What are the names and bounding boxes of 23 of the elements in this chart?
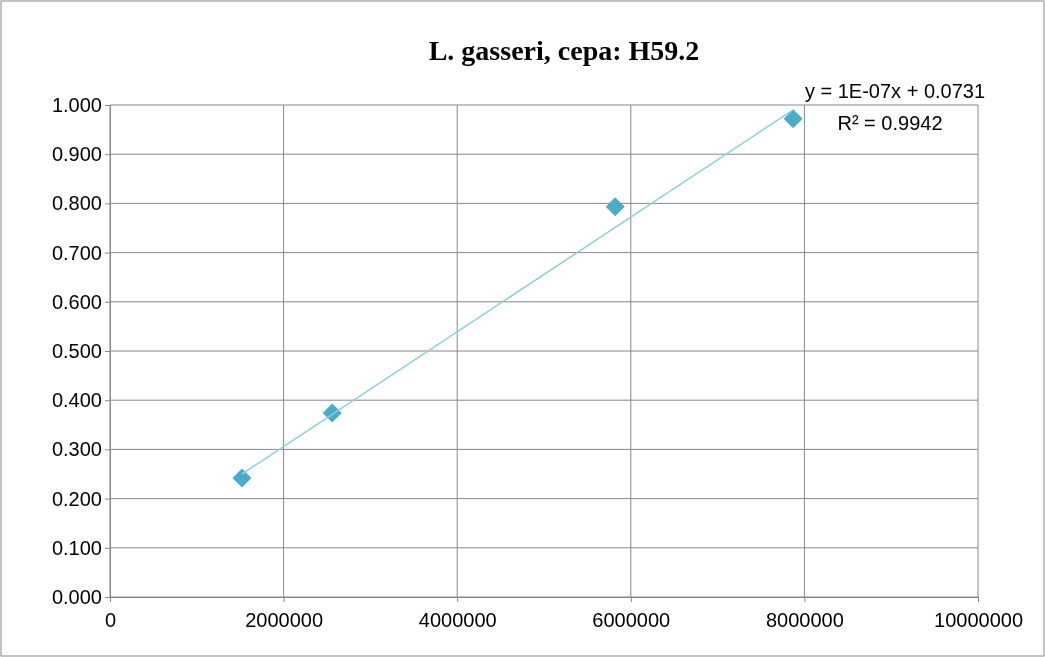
y-tick-label: 1.000 <box>51 93 102 116</box>
x-tick-label: 4000000 <box>418 609 497 631</box>
y-tick-label: 0.900 <box>51 143 102 166</box>
x-tick-label: 6000000 <box>592 609 671 631</box>
y-tick-label: 0.500 <box>51 339 102 362</box>
x-tick-label: 10000000 <box>934 609 1023 631</box>
point <box>605 197 625 217</box>
y-tick-label: 0.400 <box>51 389 102 412</box>
point <box>783 109 803 129</box>
x-tick-label: 0 <box>104 609 117 631</box>
x-tick-label: 2000000 <box>245 609 324 631</box>
y-tick-label: 0.000 <box>51 585 102 608</box>
y-tick-label: 0.300 <box>51 438 102 461</box>
y-tick-label: 0.700 <box>51 241 102 264</box>
chart-title: L. gasseri, cepa: H59.2 <box>428 35 700 66</box>
text: y = 1E-07x + 0.0731 <box>804 80 986 102</box>
y-tick-label: 0.800 <box>51 192 102 215</box>
x-tick-label: 8000000 <box>765 609 844 631</box>
y-tick-label: 0.200 <box>51 487 102 510</box>
y-tick-label: 0.100 <box>51 536 102 559</box>
annotation: R² = 0.9942 <box>837 112 943 134</box>
y-tick-label: 0.600 <box>51 290 102 313</box>
point <box>232 468 252 488</box>
